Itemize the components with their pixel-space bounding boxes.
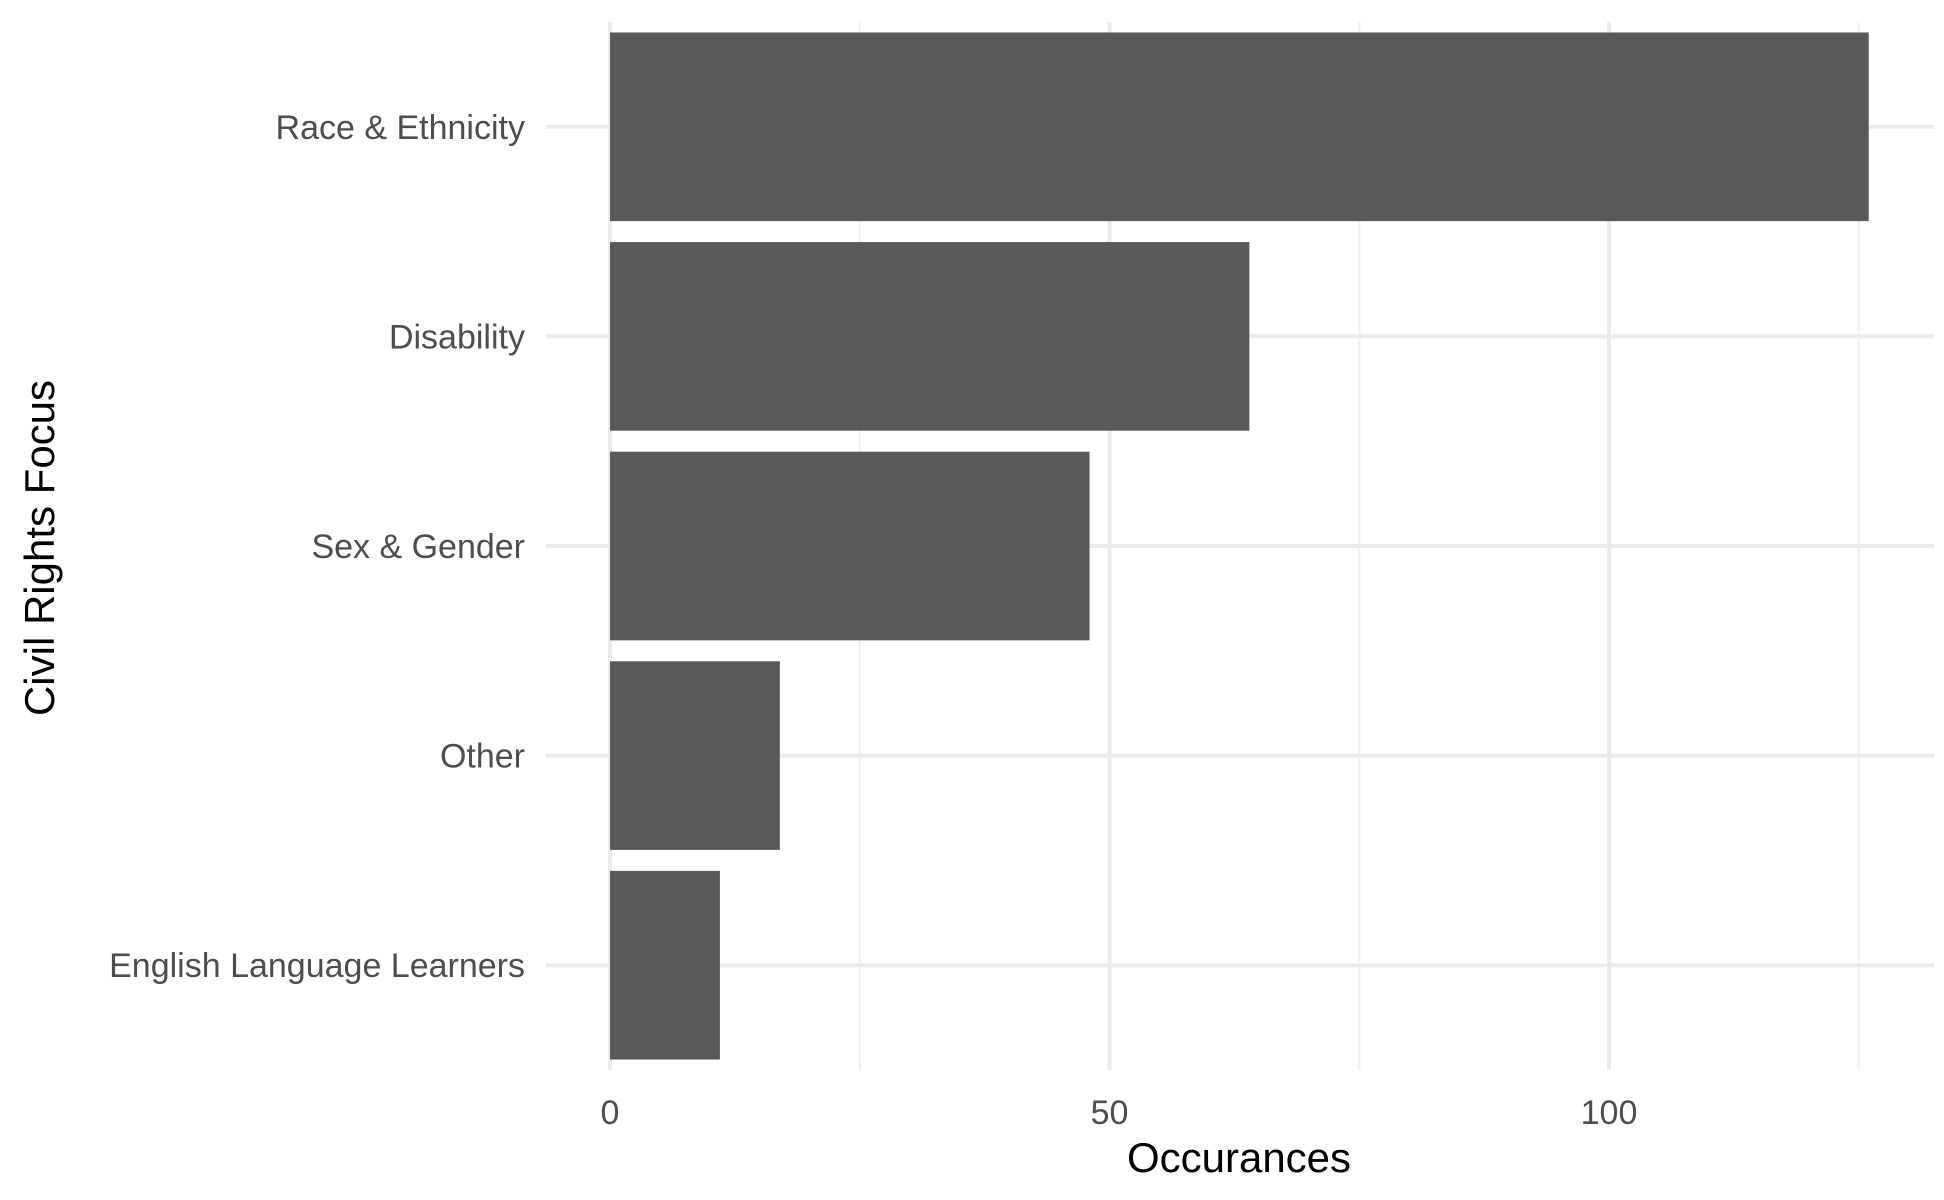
x-tick-labels: 0 50 100 (601, 1094, 1638, 1132)
bar-english-language-learners (610, 870, 720, 1060)
y-tick-label: Race & Ethnicity (276, 109, 525, 147)
x-tick-label: 100 (1581, 1094, 1638, 1132)
y-tick-labels: Race & Ethnicity Disability Sex & Gender Ot… (109, 109, 525, 985)
bar-disability (610, 242, 1250, 431)
y-tick-label: English Language Learners (109, 947, 525, 985)
x-tick-label: 0 (601, 1094, 620, 1132)
bars (610, 32, 1869, 1060)
x-tick-label: 50 (1091, 1094, 1129, 1132)
y-tick-label: Other (440, 738, 525, 776)
y-tick-label: Sex & Gender (311, 528, 525, 566)
x-axis-title: Occurances (1127, 1134, 1351, 1181)
y-axis-title: Civil Rights Focus (16, 380, 63, 716)
y-tick-label: Disability (389, 318, 525, 356)
bar-other (610, 661, 780, 850)
bar-race-ethnicity (610, 32, 1869, 222)
bar-sex-gender (610, 451, 1090, 641)
